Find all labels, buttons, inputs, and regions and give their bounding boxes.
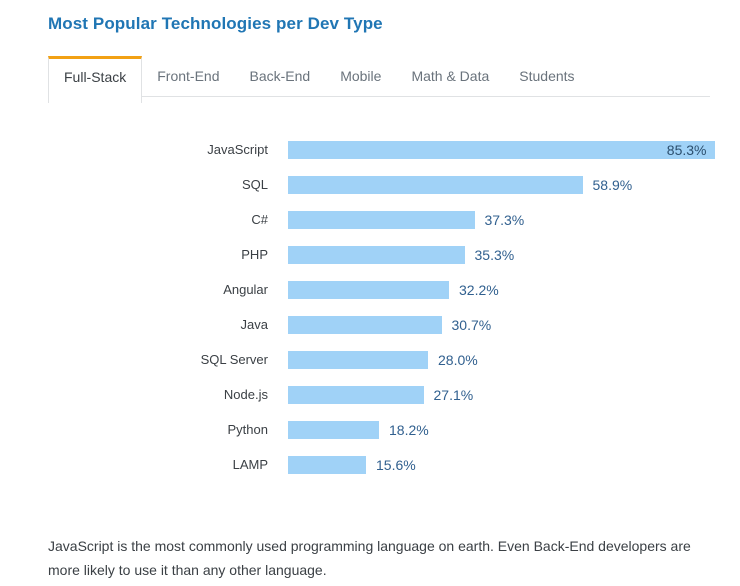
chart-row: PHP 35.3%: [48, 237, 740, 272]
bar-value-label: 28.0%: [438, 351, 478, 368]
chart-row: Node.js 27.1%: [48, 377, 740, 412]
bar-category-label: PHP: [241, 247, 268, 262]
tab-students[interactable]: Students: [504, 56, 589, 97]
tab-mobile[interactable]: Mobile: [325, 56, 396, 97]
chart-row: SQL Server 28.0%: [48, 342, 740, 377]
bar[interactable]: 85.3%: [288, 140, 715, 159]
bar[interactable]: [288, 350, 428, 369]
bar-value-label: 18.2%: [389, 421, 429, 438]
bar-track: 35.3%: [288, 245, 740, 264]
bar[interactable]: [288, 455, 366, 474]
bar-category-label: SQL Server: [200, 352, 268, 367]
page-title: Most Popular Technologies per Dev Type: [48, 14, 383, 33]
bar-track: 37.3%: [288, 210, 740, 229]
bar-category-label: C#: [251, 212, 268, 227]
bar[interactable]: [288, 210, 475, 229]
tab-front-end[interactable]: Front-End: [142, 56, 234, 97]
bar-category-label: SQL: [241, 177, 268, 192]
chart-row: C# 37.3%: [48, 202, 740, 237]
popular-technologies-bar-chart: JavaScript 85.3% SQL 58.9% C# 37.3% PHP …: [48, 132, 740, 482]
bar-track: 18.2%: [288, 420, 740, 439]
bar-category-label: Angular: [223, 282, 268, 297]
tab-math-data[interactable]: Math & Data: [396, 56, 504, 97]
tab-label: Students: [519, 68, 575, 84]
bar-track: 30.7%: [288, 315, 740, 334]
bar-value-label: 37.3%: [484, 211, 525, 228]
bar-category-label: Python: [227, 422, 268, 437]
bar-category-label: Java: [240, 317, 268, 332]
bar-value-label: 58.9%: [592, 176, 633, 193]
bar-category-label: LAMP: [232, 457, 268, 472]
tab-label: Mobile: [340, 68, 382, 84]
bar-category-label: Node.js: [223, 387, 268, 402]
bar[interactable]: [288, 245, 465, 264]
bar-track: 85.3%: [288, 140, 740, 159]
bar-track: 27.1%: [288, 385, 740, 404]
bar[interactable]: [288, 385, 424, 404]
tab-label: Front-End: [157, 68, 220, 84]
tab-full-stack[interactable]: Full-Stack: [48, 56, 143, 103]
bar-value-label: 15.6%: [376, 456, 416, 473]
bar-track: 32.2%: [288, 280, 740, 299]
chart-row: SQL 58.9%: [48, 167, 740, 202]
bar-value-label: 30.7%: [451, 316, 492, 333]
bar-category-label: JavaScript: [207, 142, 268, 157]
chart-row: Java 30.7%: [48, 307, 740, 342]
bar[interactable]: [288, 280, 449, 299]
chart-row: Angular 32.2%: [48, 272, 740, 307]
bar-track: 15.6%: [288, 455, 740, 474]
chart-caption: JavaScript is the most commonly used pro…: [48, 538, 691, 578]
bar-track: 58.9%: [288, 175, 740, 194]
chart-row: Python 18.2%: [48, 412, 740, 447]
bar[interactable]: [288, 420, 379, 439]
tab-label: Full-Stack: [64, 69, 127, 85]
bar-value-label: 27.1%: [433, 386, 474, 403]
bar-value-label: 85.3%: [666, 141, 707, 158]
dev-type-tab-bar: Full-Stack Front-End Back-End Mobile Mat…: [48, 56, 710, 103]
tab-label: Math & Data: [411, 68, 490, 84]
tab-back-end[interactable]: Back-End: [234, 56, 325, 97]
bar-track: 28.0%: [288, 350, 740, 369]
chart-row: LAMP 15.6%: [48, 447, 740, 482]
bar[interactable]: [288, 315, 442, 334]
chart-row: JavaScript 85.3%: [48, 132, 740, 167]
bar-value-label: 35.3%: [474, 246, 515, 263]
bar-value-label: 32.2%: [459, 281, 499, 298]
bar[interactable]: [288, 175, 583, 194]
tab-label: Back-End: [249, 68, 311, 84]
